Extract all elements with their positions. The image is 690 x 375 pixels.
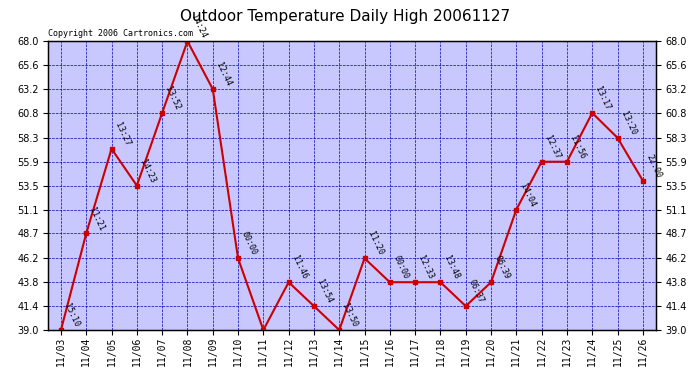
Text: 12:44: 12:44 — [214, 61, 233, 88]
Text: 00:00: 00:00 — [391, 254, 410, 281]
Text: 11:56: 11:56 — [569, 134, 587, 160]
Text: 11:20: 11:20 — [366, 231, 384, 257]
Text: 00:00: 00:00 — [239, 231, 258, 257]
Text: 13:52: 13:52 — [164, 85, 182, 111]
Text: 15:10: 15:10 — [62, 302, 81, 328]
Text: 12:33: 12:33 — [417, 254, 435, 281]
Text: 06:39: 06:39 — [493, 254, 511, 281]
Text: 11:46: 11:46 — [290, 254, 308, 281]
Text: 13:48: 13:48 — [442, 254, 460, 281]
Text: 12:37: 12:37 — [543, 134, 562, 160]
Text: 13:27: 13:27 — [113, 121, 132, 147]
Text: 11:21: 11:21 — [88, 206, 106, 232]
Text: 14:24: 14:24 — [189, 13, 208, 40]
Text: 13:17: 13:17 — [593, 85, 612, 111]
Text: 14:23: 14:23 — [138, 158, 157, 184]
Text: 14:04: 14:04 — [518, 182, 536, 208]
Text: 06:37: 06:37 — [467, 278, 486, 305]
Text: 13:54: 13:54 — [315, 278, 334, 305]
Text: 22:00: 22:00 — [644, 153, 663, 179]
Text: 13:50: 13:50 — [341, 302, 359, 328]
Text: Copyright 2006 Cartronics.com: Copyright 2006 Cartronics.com — [48, 29, 193, 38]
Text: 13:20: 13:20 — [619, 110, 638, 136]
Text: Outdoor Temperature Daily High 20061127: Outdoor Temperature Daily High 20061127 — [180, 9, 510, 24]
